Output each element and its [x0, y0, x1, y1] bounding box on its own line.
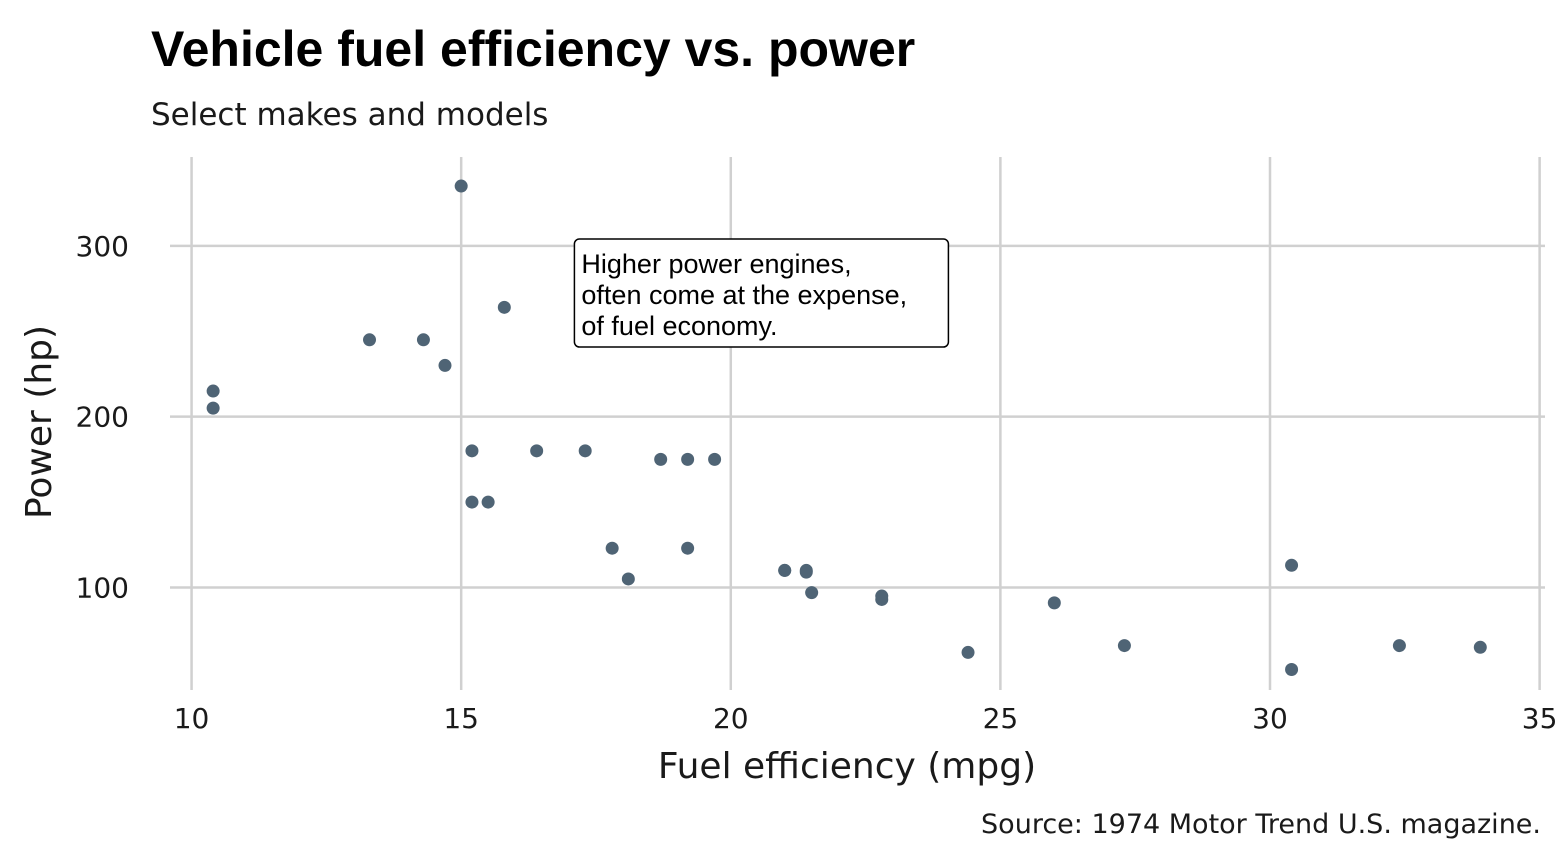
- data-point-13: [465, 444, 479, 458]
- y-axis-label: Power (hp): [19, 325, 60, 519]
- source-caption: Source: 1974 Motor Trend U.S. magazine.: [981, 809, 1541, 840]
- data-point-15: [206, 384, 220, 398]
- data-point-11: [530, 444, 544, 458]
- x-tick-label-35: 35: [1522, 702, 1558, 735]
- data-point-8: [875, 589, 889, 603]
- data-point-24: [681, 452, 695, 466]
- data-point-28: [497, 300, 511, 314]
- data-point-23: [363, 333, 377, 347]
- annotation-box: Higher power engines,often come at the e…: [573, 238, 950, 348]
- y-tick-label-300: 300: [76, 230, 129, 263]
- x-tick-label-10: 10: [174, 702, 210, 735]
- x-tick-label-25: 25: [983, 702, 1019, 735]
- data-point-17: [1392, 639, 1406, 653]
- data-point-25: [1117, 639, 1131, 653]
- data-point-12: [578, 444, 592, 458]
- x-axis-ticks: 10 15 20 25 30 35: [174, 702, 1558, 735]
- data-point-16: [438, 358, 452, 372]
- y-tick-label-100: 100: [76, 572, 129, 605]
- annotation-line-1: often come at the expense,: [581, 280, 907, 310]
- data-point-26: [1047, 596, 1061, 610]
- data-point-31: [799, 565, 813, 579]
- chart-title: Vehicle fuel efficiency vs. power: [151, 21, 915, 77]
- y-axis-ticks: 100 200 300: [76, 230, 129, 605]
- x-tick-label-20: 20: [713, 702, 749, 735]
- x-tick-label-15: 15: [443, 702, 479, 735]
- annotation-frame: [573, 238, 950, 348]
- x-axis-label: Fuel efficiency (mpg): [658, 746, 1036, 787]
- data-point-10: [605, 541, 619, 555]
- data-point-20: [805, 586, 819, 600]
- data-point-18: [1285, 663, 1299, 676]
- data-point-6: [416, 333, 430, 347]
- data-point-9: [681, 541, 695, 555]
- annotation-line-0: Higher power engines,: [581, 249, 851, 279]
- data-points: [206, 179, 1487, 676]
- data-point-21: [481, 495, 495, 509]
- x-tick-label-30: 30: [1252, 702, 1288, 735]
- data-point-19: [1473, 640, 1487, 654]
- data-point-7: [961, 645, 975, 659]
- chart-subtitle: Select makes and models: [151, 97, 548, 133]
- data-point-27: [1285, 558, 1299, 572]
- data-point-14: [206, 401, 220, 415]
- data-point-22: [465, 495, 479, 509]
- annotation-line-2: of fuel economy.: [581, 311, 777, 341]
- vertical-gridlines: [190, 157, 1541, 690]
- y-tick-label-200: 200: [76, 401, 129, 434]
- data-point-1: [778, 563, 792, 577]
- data-point-5: [621, 572, 635, 586]
- data-point-30: [454, 179, 468, 193]
- data-point-4: [654, 452, 668, 466]
- data-point-29: [708, 452, 722, 466]
